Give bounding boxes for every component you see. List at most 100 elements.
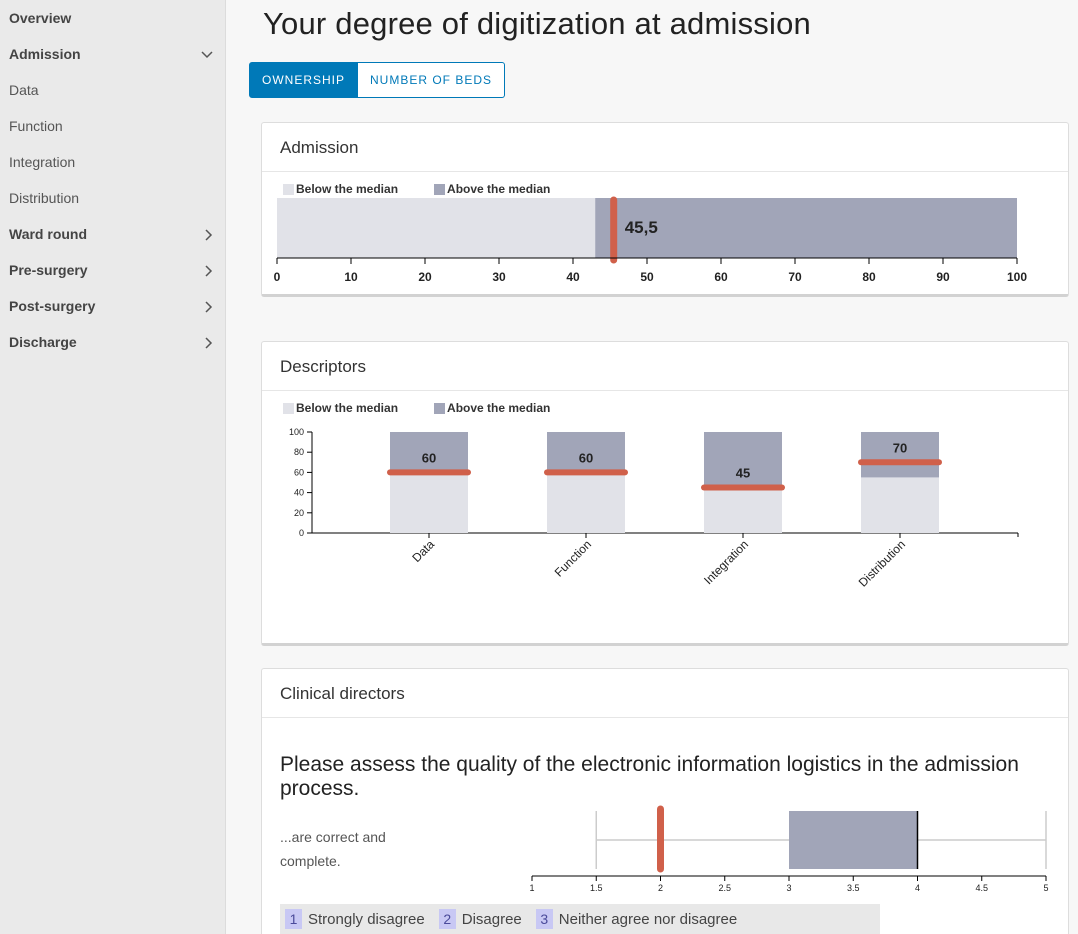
sidebar-item-post-surgery[interactable]: Post-surgery [0,288,225,324]
sidebar-item-integration[interactable]: Integration [0,144,225,180]
x-tick-label: 90 [936,270,950,284]
sidebar-item-function[interactable]: Function [0,108,225,144]
y-tick-label: 100 [289,427,304,437]
x-tick-label: 3.5 [847,883,860,893]
admission-card: Admission Below the median Above the med… [261,122,1069,297]
sidebar-item-label: Ward round [9,226,88,242]
box [789,811,918,869]
clinical-directors-card-title: Clinical directors [262,669,1068,718]
legend-below-median: Below the median [283,182,398,196]
value-label: 45 [736,466,750,481]
sidebar-item-overview[interactable]: Overview [0,0,225,36]
legend-above-label: Above the median [447,401,551,415]
y-tick-label: 20 [294,508,304,518]
sidebar-item-distribution[interactable]: Distribution [0,180,225,216]
value-label: 70 [893,440,907,455]
chevron-right-icon [205,324,213,360]
sidebar: Overview Admission Data Function Integration… [0,0,226,934]
category-label: Integration [701,537,751,587]
x-tick-label: 5 [1043,883,1048,893]
category-label: Function [552,537,594,579]
x-tick-label: 3 [786,883,791,893]
below-median-bar [277,198,596,258]
legend-above-median: Above the median [434,182,550,196]
x-tick-label: 30 [492,270,506,284]
scale-label: Neither agree nor disagree [558,910,738,928]
legend-swatch-above [434,183,446,195]
category-label: Distribution [856,537,908,589]
y-tick-label: 0 [299,528,304,538]
x-tick-label: 100 [1007,270,1027,284]
chevron-right-icon [205,288,213,324]
sidebar-item-pre-surgery[interactable]: Pre-surgery [0,252,225,288]
value-label: 60 [579,450,593,465]
above-median-bar [547,432,625,473]
above-median-bar [861,432,939,478]
boxplot-chart: 1 1.5 2 2.5 3 3.5 4 4.5 5 [529,805,1049,893]
below-median-bar [547,472,625,533]
x-tick-label: 80 [862,270,876,284]
sidebar-item-admission[interactable]: Admission [0,36,225,72]
survey-row-label: ...are correct and complete. [280,829,386,869]
x-tick-label: 40 [566,270,580,284]
scale-item: 3 Neither agree nor disagree [535,909,738,929]
ownership-button[interactable]: OWNERSHIP [249,62,359,98]
sidebar-item-discharge[interactable]: Discharge [0,324,225,360]
sidebar-item-label: Distribution [9,190,80,206]
clinical-directors-card: Clinical directors Please assess the qua… [261,668,1069,934]
value-label: 60 [422,450,436,465]
x-tick-label: 0 [274,270,281,284]
scale-legend: 1 Strongly disagree 2 Disagree 3 Neither agre… [280,904,880,934]
x-tick-label: 1.5 [590,883,603,893]
chevron-right-icon [205,216,213,252]
x-tick-label: 60 [714,270,728,284]
chevron-down-icon [201,36,213,72]
sidebar-item-data[interactable]: Data [0,72,225,108]
x-tick-label: 4 [915,883,920,893]
scale-number: 3 [535,909,553,929]
scale-label: Strongly disagree [308,910,425,928]
legend-swatch-below [283,183,294,195]
scale-label: Disagree [461,910,522,928]
legend-above-label: Above the median [447,182,551,196]
x-tick-label: 1 [529,883,534,893]
legend-below-label: Below the median [296,182,399,196]
survey-question: Please assess the quality of the electro… [280,753,1019,800]
scale-item: 1 Strongly disagree [285,909,425,929]
x-tick-label: 70 [788,270,802,284]
value-label: 45,5 [625,218,658,237]
sidebar-item-label: Discharge [9,334,77,350]
sidebar-item-label: Function [9,118,63,134]
x-tick-label: 4.5 [975,883,988,893]
sidebar-item-label: Post-surgery [9,298,96,314]
legend-above-median: Above the median [434,401,550,415]
y-tick-label: 60 [294,467,304,477]
x-tick-label: 2.5 [718,883,731,893]
admission-chart: 45,5 0 10 20 30 40 50 60 70 80 90 100 [274,196,1027,284]
chevron-right-icon [205,252,213,288]
sidebar-item-ward-round[interactable]: Ward round [0,216,225,252]
below-median-bar [390,472,468,533]
sidebar-item-label: Admission [9,46,81,62]
scale-number: 2 [438,909,456,929]
below-median-bar [704,487,782,533]
page-title: Your degree of digitization at admission [263,6,811,41]
legend-swatch-above [434,402,446,414]
descriptors-card: Descriptors Below the median Above the m… [261,341,1069,646]
grouping-toggle: OWNERSHIP NUMBER OF BEDS [249,62,506,98]
above-median-bar [595,198,1017,258]
x-tick-label: 2 [658,883,663,893]
above-median-bar [704,432,782,488]
category-label: Data [409,537,437,565]
y-tick-label: 40 [294,488,304,498]
scale-number: 1 [285,909,302,929]
descriptors-chart: 0 20 40 60 80 100 60 Data 60 Function 45 Integratio… [289,427,1019,590]
descriptors-card-title: Descriptors [262,342,1068,391]
y-tick-label: 80 [294,447,304,457]
legend-swatch-below [283,402,294,414]
x-tick-label: 20 [418,270,432,284]
sidebar-item-label: Pre-surgery [9,262,88,278]
x-tick-label: 10 [344,270,358,284]
admission-legend: Below the median Above the median [283,182,586,196]
number-of-beds-button[interactable]: NUMBER OF BEDS [358,62,506,98]
